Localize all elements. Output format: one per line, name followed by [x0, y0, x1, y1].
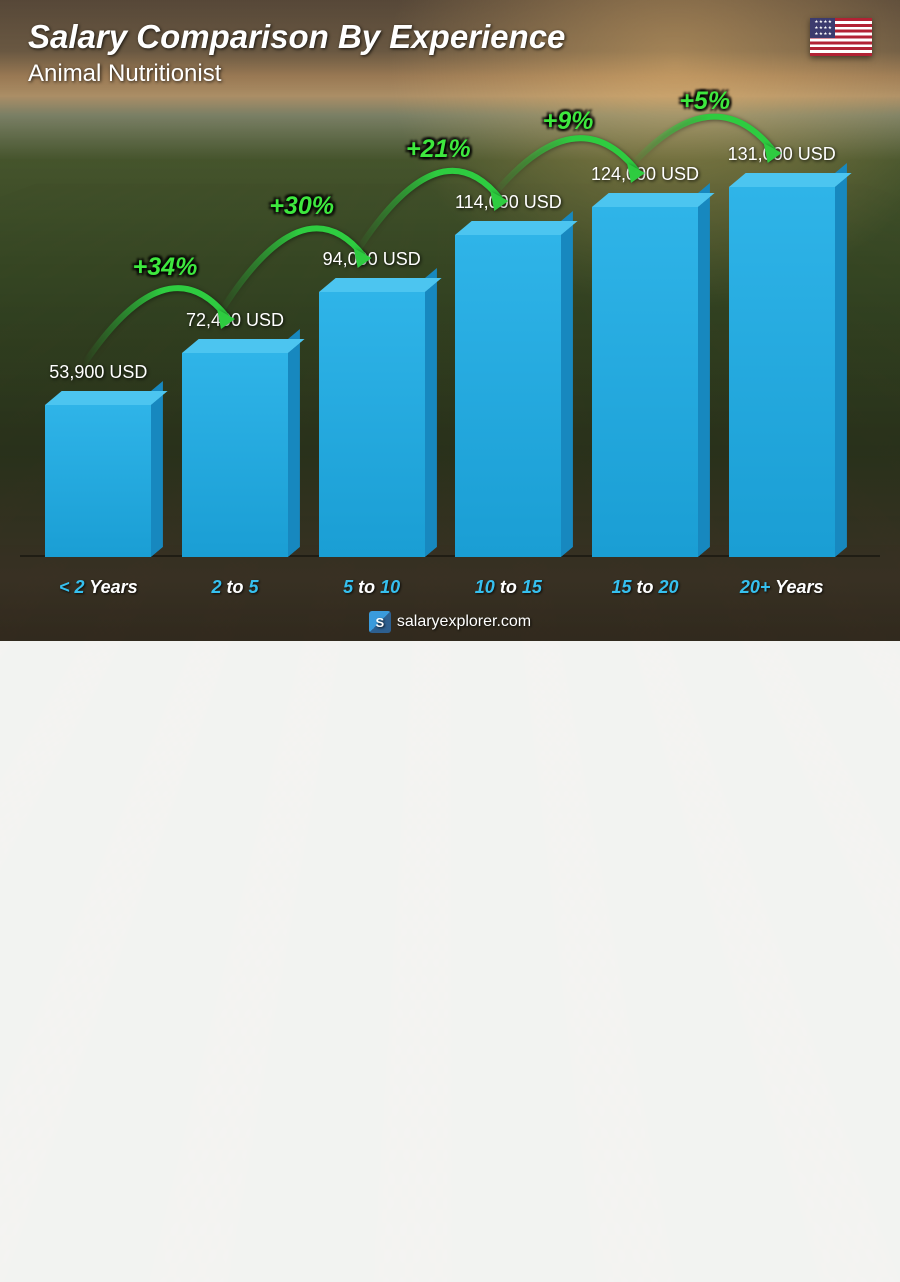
bar-top [592, 193, 715, 207]
bar-side [698, 183, 710, 557]
bar-top [729, 173, 852, 187]
bar-front [319, 292, 425, 557]
bar-side [561, 211, 573, 557]
bar-front [729, 187, 835, 557]
bar-value-label: 114,000 USD [455, 192, 562, 213]
bar-top [45, 391, 168, 405]
bar-x-label: < 2 Years [59, 577, 138, 598]
bar-side [288, 329, 300, 557]
site-logo-icon: S [369, 611, 391, 633]
bar-group: 94,000 USD5 to 10 [303, 292, 440, 557]
bars-row: 53,900 USD< 2 Years72,400 USD2 to 594,00… [30, 117, 850, 557]
bar-group: 72,400 USD2 to 5 [167, 353, 304, 557]
bar: 131,000 USD [729, 187, 835, 557]
bar-value-label: 94,000 USD [323, 249, 421, 270]
bar-x-label: 5 to 10 [343, 577, 400, 598]
bar-value-label: 53,900 USD [49, 362, 147, 383]
site-name: salaryexplorer.com [397, 613, 531, 631]
country-flag-icon [810, 18, 872, 56]
bar-front [455, 235, 561, 557]
bar-side [425, 268, 437, 557]
bar-x-label: 2 to 5 [211, 577, 258, 598]
title-block: Salary Comparison By Experience Animal N… [28, 18, 565, 88]
header: Salary Comparison By Experience Animal N… [28, 18, 872, 88]
chart-title: Salary Comparison By Experience [28, 18, 565, 56]
bar-top [319, 278, 442, 292]
bar-front [592, 207, 698, 557]
bar-value-label: 124,000 USD [591, 164, 699, 185]
bar-front [182, 353, 288, 557]
chart-subtitle: Animal Nutritionist [28, 60, 565, 88]
footer: S salaryexplorer.com [0, 611, 900, 633]
bar-top [182, 339, 305, 353]
bar: 72,400 USD [182, 353, 288, 557]
bar-group: 114,000 USD10 to 15 [440, 235, 577, 557]
chart-container: Salary Comparison By Experience Animal N… [0, 0, 900, 641]
bar: 53,900 USD [45, 405, 151, 557]
bar-side [151, 381, 163, 557]
bar-x-label: 20+ Years [740, 577, 824, 598]
chart-area: 53,900 USD< 2 Years72,400 USD2 to 594,00… [30, 115, 850, 585]
bar-group: 53,900 USD< 2 Years [30, 405, 167, 557]
bar-value-label: 72,400 USD [186, 310, 284, 331]
bar-x-label: 15 to 20 [611, 577, 678, 598]
bar-front [45, 405, 151, 557]
bar: 114,000 USD [455, 235, 561, 557]
bar-top [455, 221, 578, 235]
bar-x-label: 10 to 15 [475, 577, 542, 598]
bar-side [835, 163, 847, 557]
bar: 124,000 USD [592, 207, 698, 557]
bar-value-label: 131,000 USD [728, 144, 836, 165]
bar: 94,000 USD [319, 292, 425, 557]
bar-group: 124,000 USD15 to 20 [577, 207, 714, 557]
bar-group: 131,000 USD20+ Years [713, 187, 850, 557]
